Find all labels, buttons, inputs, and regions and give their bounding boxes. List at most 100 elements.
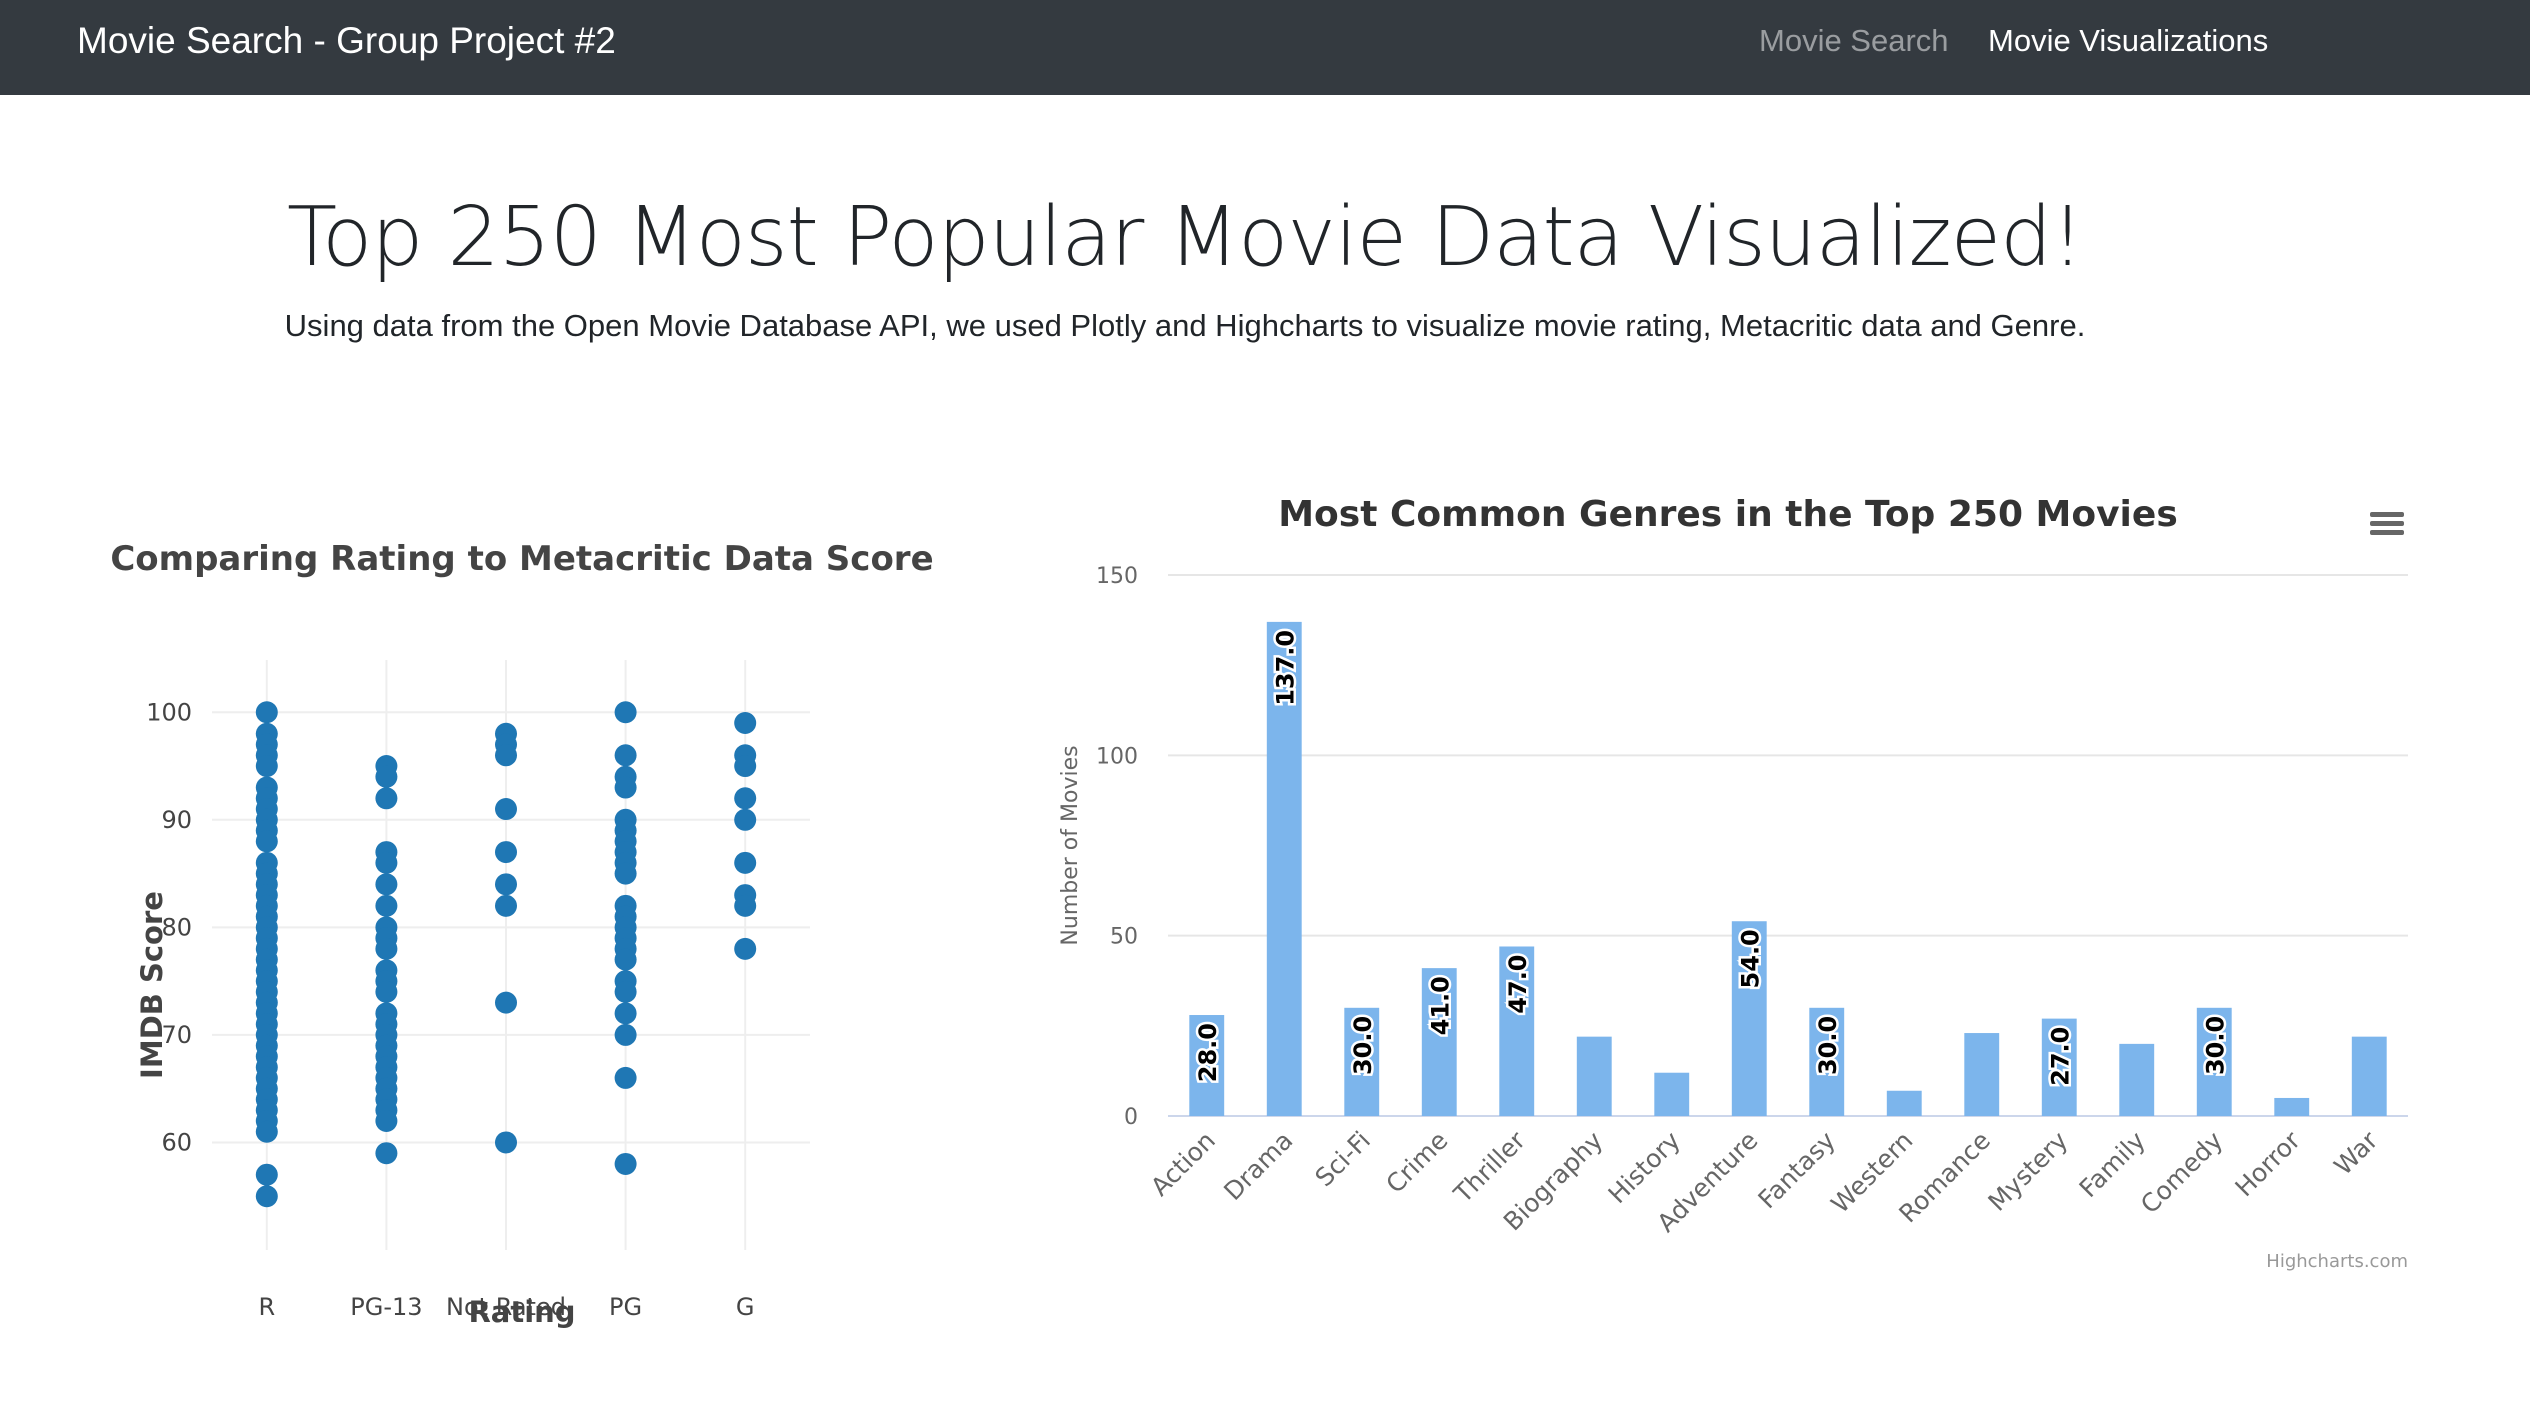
scatter-point[interactable] bbox=[495, 991, 517, 1014]
y-tick-label: 90 bbox=[161, 806, 192, 834]
genre-bar[interactable] bbox=[1344, 1007, 1380, 1116]
scatter-point[interactable] bbox=[495, 841, 517, 864]
x-tick-label: Crime bbox=[1380, 1126, 1453, 1199]
scatter-point[interactable] bbox=[375, 894, 398, 917]
genre-bar[interactable] bbox=[1499, 946, 1535, 1116]
scatter-point[interactable] bbox=[614, 1066, 637, 1089]
scatter-point[interactable] bbox=[614, 701, 637, 724]
nav-link-movie-visualizations[interactable]: Movie Visualizations bbox=[1988, 23, 2269, 58]
bar-data-label: 47.0 bbox=[1504, 954, 1532, 1013]
page-title: Top 250 Most Popular Movie Data Visualiz… bbox=[287, 190, 2084, 285]
genre-bar[interactable] bbox=[2196, 1007, 2232, 1116]
scatter-point[interactable] bbox=[255, 1120, 278, 1143]
genre-bar[interactable] bbox=[2274, 1097, 2310, 1116]
x-tick-label: Sci-Fi bbox=[1309, 1126, 1376, 1193]
scatter-point[interactable] bbox=[255, 1185, 278, 1208]
x-tick-label: Mystery bbox=[1983, 1126, 2074, 1217]
scatter-title: Comparing Rating to Metacritic Data Scor… bbox=[110, 539, 933, 579]
y-tick-label: 100 bbox=[1096, 744, 1138, 769]
y-tick-label: 0 bbox=[1124, 1105, 1138, 1130]
scatter-point[interactable] bbox=[734, 851, 757, 874]
x-tick-label: PG bbox=[609, 1293, 642, 1321]
scatter-point[interactable] bbox=[614, 744, 637, 767]
x-tick-label: Not Rated bbox=[446, 1293, 566, 1321]
bar-data-label: 54.0 bbox=[1736, 929, 1764, 988]
nav-link-movie-search[interactable]: Movie Search bbox=[1759, 23, 1949, 58]
genre-bar[interactable] bbox=[1886, 1090, 1922, 1116]
genre-bar[interactable] bbox=[1964, 1033, 2000, 1116]
scatter-point[interactable] bbox=[734, 755, 757, 778]
y-tick-label: 50 bbox=[1110, 925, 1138, 950]
scatter-point[interactable] bbox=[495, 744, 517, 767]
bar-data-label: 27.0 bbox=[2046, 1027, 2074, 1086]
bar-data-label: 28.0 bbox=[1194, 1023, 1222, 1082]
genre-bar[interactable] bbox=[1189, 1015, 1225, 1116]
scatter-point[interactable] bbox=[614, 862, 637, 885]
y-tick-label: 80 bbox=[161, 913, 192, 941]
navbar-brand[interactable]: Movie Search - Group Project #2 bbox=[77, 20, 616, 61]
scatter-point[interactable] bbox=[495, 798, 517, 821]
scatter-point[interactable] bbox=[255, 701, 278, 724]
scatter-point[interactable] bbox=[255, 755, 278, 778]
scatter-point[interactable] bbox=[614, 1023, 637, 1046]
bar-data-label: 30.0 bbox=[2201, 1016, 2229, 1075]
y-tick-label: 100 bbox=[146, 698, 192, 726]
genre-bar-chart: Most Common Genres in the Top 250 Movies… bbox=[1058, 494, 2408, 1272]
genre-bar[interactable] bbox=[1266, 621, 1302, 1116]
scatter-point[interactable] bbox=[255, 830, 278, 853]
scatter-point[interactable] bbox=[734, 808, 757, 831]
genre-bar[interactable] bbox=[1654, 1072, 1690, 1116]
scatter-point[interactable] bbox=[375, 1142, 398, 1165]
x-axis-title: Rating bbox=[468, 1295, 575, 1329]
x-tick-label: Drama bbox=[1218, 1126, 1298, 1206]
scatter-point[interactable] bbox=[734, 937, 757, 960]
scatter-point[interactable] bbox=[614, 776, 637, 799]
genre-bar[interactable] bbox=[1421, 968, 1457, 1116]
y-axis-title: IMDB Score bbox=[135, 891, 169, 1079]
scatter-point[interactable] bbox=[375, 851, 398, 874]
bar-data-label: 30.0 bbox=[1349, 1016, 1377, 1075]
bar-data-label: 41.0 bbox=[1426, 976, 1454, 1035]
scatter-point[interactable] bbox=[375, 1109, 398, 1132]
bar-data-label: 137.0 bbox=[1271, 630, 1299, 706]
scatter-point[interactable] bbox=[375, 937, 398, 960]
scatter-point[interactable] bbox=[734, 894, 757, 917]
y-axis-title: Number of Movies bbox=[1058, 745, 1083, 945]
scatter-point[interactable] bbox=[495, 1131, 517, 1154]
scatter-point[interactable] bbox=[614, 948, 637, 971]
hamburger-bar bbox=[2370, 512, 2404, 517]
x-tick-label: G bbox=[736, 1293, 755, 1321]
scatter-point[interactable] bbox=[734, 712, 757, 735]
x-tick-label: Family bbox=[2074, 1126, 2152, 1204]
x-tick-label: Horror bbox=[2229, 1125, 2306, 1202]
bar-data-label: 30.0 bbox=[1814, 1016, 1842, 1075]
x-tick-label: PG-13 bbox=[350, 1293, 422, 1321]
scatter-point[interactable] bbox=[375, 980, 398, 1003]
scatter-chart: Comparing Rating to Metacritic Data Scor… bbox=[110, 539, 933, 1329]
bar-chart-title: Most Common Genres in the Top 250 Movies bbox=[1278, 494, 2178, 535]
genre-bar[interactable] bbox=[1731, 921, 1767, 1116]
hamburger-bar bbox=[2370, 521, 2404, 526]
genre-bar[interactable] bbox=[2351, 1036, 2387, 1116]
hamburger-menu-icon[interactable] bbox=[2370, 512, 2404, 535]
scatter-point[interactable] bbox=[255, 1163, 278, 1186]
genre-bar[interactable] bbox=[2119, 1043, 2155, 1116]
scatter-point[interactable] bbox=[495, 873, 517, 896]
scatter-point[interactable] bbox=[495, 894, 517, 917]
scatter-point[interactable] bbox=[734, 787, 757, 810]
scatter-point[interactable] bbox=[375, 787, 398, 810]
highcharts-credits-link[interactable]: Highcharts.com bbox=[2266, 1251, 2408, 1272]
x-tick-label: Action bbox=[1145, 1126, 1221, 1202]
scatter-point[interactable] bbox=[614, 1152, 637, 1175]
scatter-point[interactable] bbox=[614, 1002, 637, 1025]
y-tick-label: 70 bbox=[161, 1021, 192, 1049]
genre-bar[interactable] bbox=[1809, 1007, 1845, 1116]
y-tick-label: 150 bbox=[1096, 564, 1138, 589]
hamburger-bar bbox=[2370, 530, 2404, 535]
scatter-point[interactable] bbox=[614, 980, 637, 1003]
genre-bar[interactable] bbox=[1576, 1036, 1612, 1116]
scatter-point[interactable] bbox=[375, 765, 398, 788]
scatter-point[interactable] bbox=[375, 873, 398, 896]
genre-bar[interactable] bbox=[2041, 1018, 2077, 1116]
y-tick-label: 60 bbox=[161, 1128, 192, 1156]
